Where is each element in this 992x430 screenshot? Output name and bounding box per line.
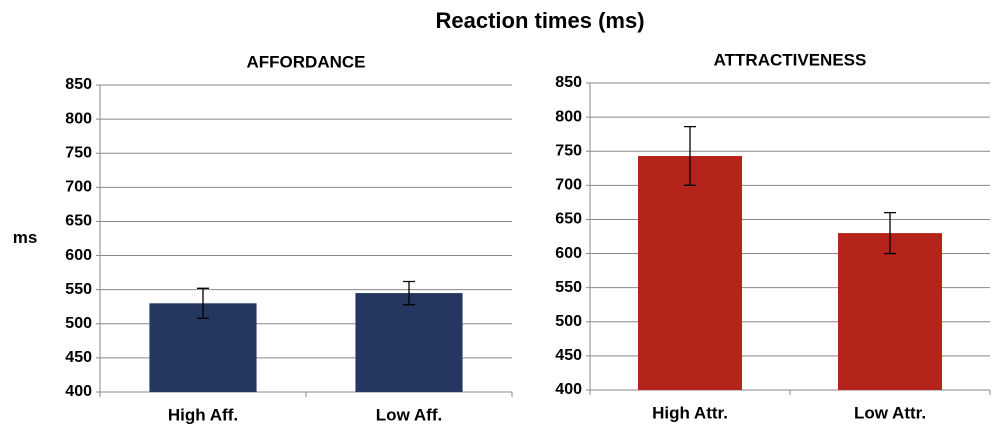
x-tick-label: High Attr. (652, 403, 728, 422)
panel-title: ATTRACTIVENESS (714, 50, 867, 69)
bar (838, 233, 942, 390)
y-tick-label: 750 (555, 142, 582, 159)
y-tick-label: 800 (555, 108, 582, 125)
error-bar (197, 287, 209, 319)
y-tick-label: 700 (65, 179, 92, 196)
error-bar (403, 280, 415, 306)
bar (355, 293, 463, 392)
y-axis-label: ms (13, 228, 38, 247)
y-tick-label: 650 (65, 213, 92, 230)
y-tick-label: 400 (555, 381, 582, 398)
y-tick-label: 600 (65, 247, 92, 264)
y-tick-label: 850 (65, 76, 92, 93)
x-tick-label: Low Aff. (376, 405, 442, 424)
y-tick-label: 750 (65, 144, 92, 161)
y-tick-label: 500 (65, 315, 92, 332)
y-tick-label: 450 (65, 349, 92, 366)
y-tick-label: 550 (65, 281, 92, 298)
bar (638, 155, 742, 390)
y-tick-label: 450 (555, 347, 582, 364)
error-bar (884, 211, 896, 255)
error-bar (684, 126, 696, 186)
y-tick-label: 650 (555, 211, 582, 228)
y-tick-label: 400 (65, 383, 92, 400)
y-tick-label: 850 (555, 74, 582, 91)
y-tick-label: 500 (555, 313, 582, 330)
panel-title: AFFORDANCE (247, 52, 366, 71)
y-tick-label: 600 (555, 245, 582, 262)
x-tick-label: High Aff. (168, 405, 238, 424)
x-tick-label: Low Attr. (854, 403, 926, 422)
y-tick-label: 800 (65, 110, 92, 127)
y-tick-label: 700 (555, 177, 582, 194)
figure-title: Reaction times (ms) (435, 8, 644, 33)
y-tick-label: 550 (555, 279, 582, 296)
